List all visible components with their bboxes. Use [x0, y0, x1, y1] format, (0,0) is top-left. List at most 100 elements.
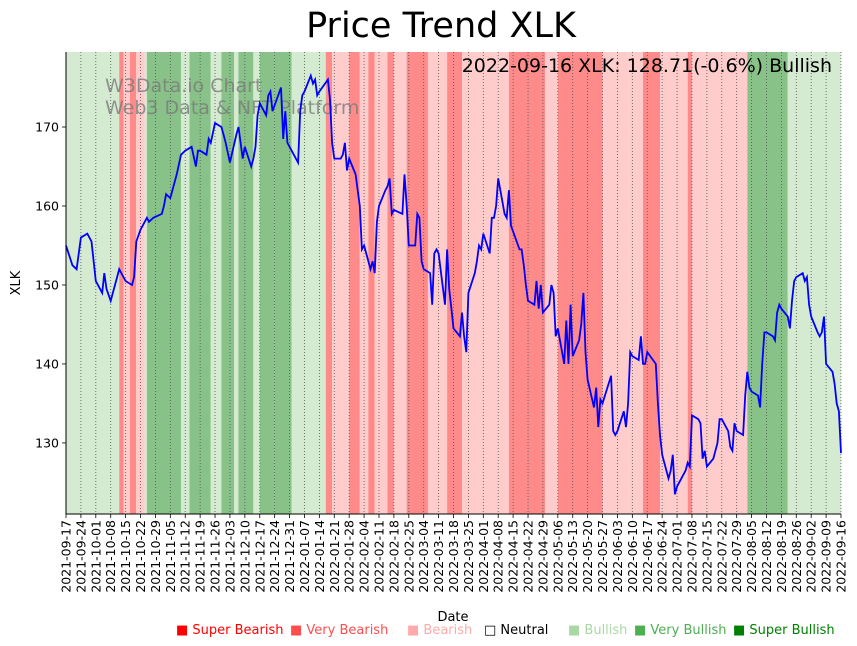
legend-item-bullish: ■ Bullish: [568, 623, 627, 638]
x-tick-label: 2022-02-11: [371, 520, 386, 593]
legend-item-super-bearish: ■ Super Bearish: [176, 623, 284, 638]
sentiment-band-bullish: [210, 52, 222, 514]
x-axis-ticks: 2021-09-17 2021-09-24 2021-10-01 2021-10-08…: [59, 514, 849, 593]
x-tick-label: 2021-11-19: [193, 520, 208, 593]
y-tick-label: 160: [35, 199, 59, 214]
sentiment-band-bearish: [545, 52, 558, 514]
x-tick-label: 2022-02-04: [357, 520, 372, 593]
x-tick-label: 2022-09-02: [804, 520, 819, 593]
x-tick-label: 2022-04-15: [506, 520, 521, 593]
x-tick-label: 2022-07-29: [729, 520, 744, 593]
sentiment-band-bullish: [234, 52, 239, 514]
sentiment-band-very-bearish: [349, 52, 360, 514]
x-tick-label: 2022-01-14: [312, 520, 327, 593]
sentiment-band-very-bullish: [146, 52, 181, 514]
sentiment-band-bullish: [291, 52, 326, 514]
legend-item-bearish: ■ Bearish: [407, 623, 472, 638]
x-tick-label: 2021-10-15: [118, 520, 133, 593]
sentiment-band-very-bearish: [508, 52, 546, 514]
legend: ■ Super Bearish ■ Very Bearish ■ Bearish □ …: [176, 623, 835, 638]
sentiment-band-very-bearish: [387, 52, 394, 514]
sentiment-band-very-bearish: [325, 52, 333, 514]
latest-price-annotation: 2022-09-16 XLK: 128.71(-0.6%) Bullish: [462, 55, 832, 77]
watermark-line-1: W3Data.io Chart: [105, 75, 262, 97]
x-tick-label: 2021-12-24: [267, 520, 282, 593]
sentiment-band-very-bearish: [119, 52, 124, 514]
x-tick-label: 2022-04-08: [491, 520, 506, 593]
x-tick-label: 2022-07-01: [670, 520, 685, 593]
sentiment-band-bullish: [66, 52, 120, 514]
x-axis-label: Date: [437, 610, 468, 625]
sentiment-band-very-bearish: [368, 52, 375, 514]
sentiment-band-bearish: [602, 52, 629, 514]
x-tick-label: 2022-01-28: [342, 520, 357, 593]
sentiment-band-very-bearish: [557, 52, 603, 514]
sentiment-band-very-bullish: [238, 52, 254, 514]
x-tick-label: 2022-04-01: [476, 520, 491, 593]
y-tick-label: 140: [35, 356, 59, 371]
x-tick-label: 2022-02-25: [401, 520, 416, 593]
x-tick-label: 2021-09-24: [73, 520, 88, 593]
sentiment-band-very-bearish: [406, 52, 428, 514]
x-tick-label: 2022-07-22: [714, 520, 729, 593]
x-tick-label: 2021-09-17: [59, 520, 74, 593]
x-tick-label: 2022-08-05: [744, 520, 759, 593]
sentiment-band-bearish: [374, 52, 388, 514]
y-axis-ticks: 130 140 150 160 170: [35, 120, 66, 450]
legend-item-very-bullish: ■ Very Bullish: [634, 623, 726, 638]
x-tick-label: 2022-09-09: [819, 520, 834, 593]
y-axis-label: XLK: [9, 270, 24, 295]
x-tick-label: 2022-06-24: [655, 520, 670, 593]
x-tick-label: 2022-06-10: [625, 520, 640, 593]
x-tick-label: 2022-05-13: [565, 520, 580, 593]
x-tick-label: 2022-08-26: [789, 520, 804, 593]
sentiment-band-bearish: [628, 52, 643, 514]
sentiment-band-bullish: [144, 52, 147, 514]
watermark-line-2: Web3 Data & NFT Platform: [105, 97, 359, 119]
legend-item-neutral: □ Neutral: [484, 623, 548, 638]
vertical-grid: [65, 52, 842, 514]
sentiment-band-bullish: [787, 52, 841, 514]
sentiment-band-bearish: [427, 52, 448, 514]
legend-item-very-bearish: ■ Very Bearish: [290, 623, 388, 638]
x-tick-label: 2022-08-12: [759, 520, 774, 593]
x-tick-label: 2022-05-20: [580, 520, 595, 593]
sentiment-band-bearish: [691, 52, 748, 514]
sentiment-band-bearish: [393, 52, 407, 514]
x-tick-label: 2022-06-17: [640, 520, 655, 593]
x-tick-label: 2021-11-26: [208, 520, 223, 593]
price-series-line: [65, 72, 842, 495]
legend-item-super-bullish: ■ Super Bullish: [733, 623, 835, 638]
x-tick-label: 2022-07-15: [699, 520, 714, 593]
y-tick-label: 150: [35, 277, 59, 292]
x-tick-label: 2021-12-03: [222, 520, 237, 593]
x-tick-label: 2022-07-08: [684, 520, 699, 593]
sentiment-band-bearish: [123, 52, 130, 514]
sentiment-band-bearish: [660, 52, 688, 514]
x-tick-label: 2021-10-22: [133, 520, 148, 593]
x-tick-label: 2021-10-08: [103, 520, 118, 593]
chart-title: Price Trend XLK: [306, 6, 577, 46]
x-tick-label: 2021-10-01: [88, 520, 103, 593]
watermark: W3Data.io Chart Web3 Data & NFT Platform: [105, 75, 359, 119]
y-tick-label: 130: [35, 435, 59, 450]
y-tick-label: 170: [35, 120, 59, 135]
x-tick-label: 2021-12-17: [252, 520, 267, 593]
x-tick-label: 2022-01-21: [327, 520, 342, 593]
sentiment-band-very-bullish: [274, 52, 292, 514]
x-tick-label: 2022-05-06: [550, 520, 565, 593]
x-tick-label: 2021-11-05: [163, 520, 178, 593]
sentiment-band-very-bearish: [447, 52, 463, 514]
x-tick-label: 2021-10-29: [148, 520, 163, 593]
sentiment-band-very-bullish: [259, 52, 275, 514]
x-tick-label: 2021-12-31: [282, 520, 297, 593]
x-tick-label: 2022-03-11: [431, 520, 446, 593]
x-tick-label: 2022-04-22: [521, 520, 536, 593]
sentiment-band-very-bullish: [221, 52, 235, 514]
x-tick-label: 2022-04-29: [535, 520, 550, 593]
x-tick-label: 2022-03-25: [461, 520, 476, 593]
x-tick-label: 2022-08-19: [774, 520, 789, 593]
sentiment-band-bearish: [332, 52, 350, 514]
x-tick-label: 2022-02-18: [386, 520, 401, 593]
